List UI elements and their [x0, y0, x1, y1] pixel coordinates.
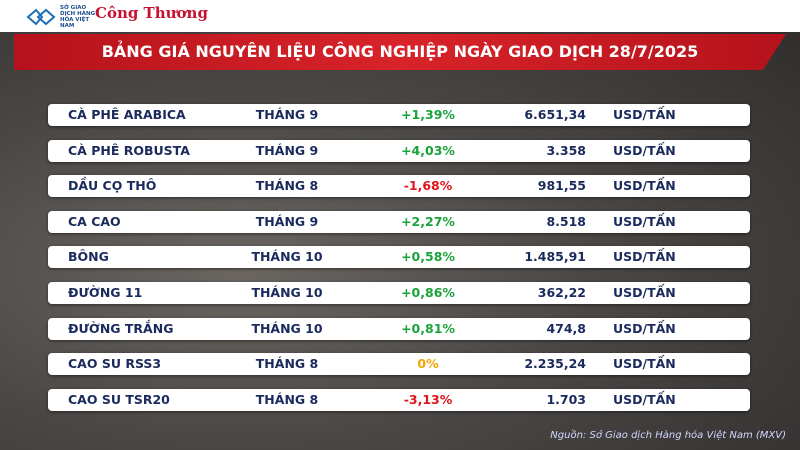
- unit: USD/TẤN: [613, 356, 676, 372]
- table-row: CÀ PHÊ ROBUSTA THÁNG 9 +4,03% 3.358 USD/TẤN: [48, 139, 750, 162]
- unit: USD/TẤN: [613, 285, 676, 300]
- table-row: CAO SU TSR20 THÁNG 8 -3,13% 1.703 USD/TẤN: [48, 388, 750, 411]
- commodity: CÀ PHÊ ARABICA: [68, 107, 186, 122]
- price: 981,55: [537, 178, 586, 194]
- unit: USD/TẤN: [613, 178, 676, 194]
- price: 1.485,91: [524, 249, 586, 265]
- table-row: CÀ PHÊ ARABICA THÁNG 9 +1,39% 6.651,34 USD/T…: [48, 104, 750, 126]
- mxv-logo: SỞ GIAO DỊCH HÀNG HÓA VIỆT NAM: [26, 5, 102, 29]
- brand-logo: Công Thương: [95, 4, 208, 22]
- commodity: CAO SU TSR20: [68, 391, 170, 407]
- commodity: CAO SU RSS3: [68, 356, 162, 372]
- title-banner: [14, 34, 786, 70]
- commodity: DẦU CỌ THÔ: [68, 178, 157, 194]
- price: 474,8: [546, 320, 586, 336]
- table-row: ĐƯỜNG 11 THÁNG 10 +0,86% 362,22 USD/TẤN: [48, 282, 750, 304]
- unit: USD/TẤN: [613, 213, 676, 229]
- logo-icon: [26, 8, 56, 26]
- table-row: CA CAO THÁNG 9 +2,27% 8.518 USD/TẤN: [48, 210, 750, 233]
- commodity: ĐƯỜNG TRẮNG: [68, 320, 174, 336]
- price: 8.518: [546, 213, 586, 229]
- price: 1.703: [546, 391, 586, 407]
- top-bar: SỞ GIAO DỊCH HÀNG HÓA VIỆT NAM Công Thươ…: [0, 0, 800, 32]
- commodity: BÔNG: [68, 249, 109, 265]
- commodity: CA CAO: [68, 213, 121, 229]
- price: 6.651,34: [524, 107, 586, 122]
- table-row: BÔNG THÁNG 10 +0,58% 1.485,91 USD/TẤN: [48, 246, 750, 269]
- table-row: CAO SU RSS3 THÁNG 8 0% 2.235,24 USD/TẤN: [48, 353, 750, 376]
- unit: USD/TẤN: [613, 320, 676, 336]
- unit: USD/TẤN: [613, 142, 676, 158]
- table-row: ĐƯỜNG TRẮNG THÁNG 10 +0,81% 474,8 USD/TẤN: [48, 317, 750, 340]
- unit: USD/TẤN: [613, 391, 676, 407]
- title: BẢNG GIÁ NGUYÊN LIỆU CÔNG NGHIỆP NGÀY GI…: [101, 42, 699, 61]
- source: Nguồn: Sở Giao dịch Hàng hóa Việt Nam (M…: [550, 430, 786, 441]
- price: 2.235,24: [524, 356, 586, 372]
- unit: USD/TẤN: [613, 249, 676, 265]
- table-row: DẦU CỌ THÔ THÁNG 8 -1,68% 981,55 USD/TẤN: [48, 175, 750, 198]
- price: 362,22: [537, 285, 586, 300]
- logo-text: SỞ GIAO DỊCH HÀNG HÓA VIỆT NAM: [60, 5, 96, 29]
- commodity: ĐƯỜNG 11: [68, 285, 143, 300]
- unit: USD/TẤN: [613, 107, 676, 122]
- commodity: CÀ PHÊ ROBUSTA: [68, 142, 190, 158]
- price: 3.358: [546, 142, 586, 158]
